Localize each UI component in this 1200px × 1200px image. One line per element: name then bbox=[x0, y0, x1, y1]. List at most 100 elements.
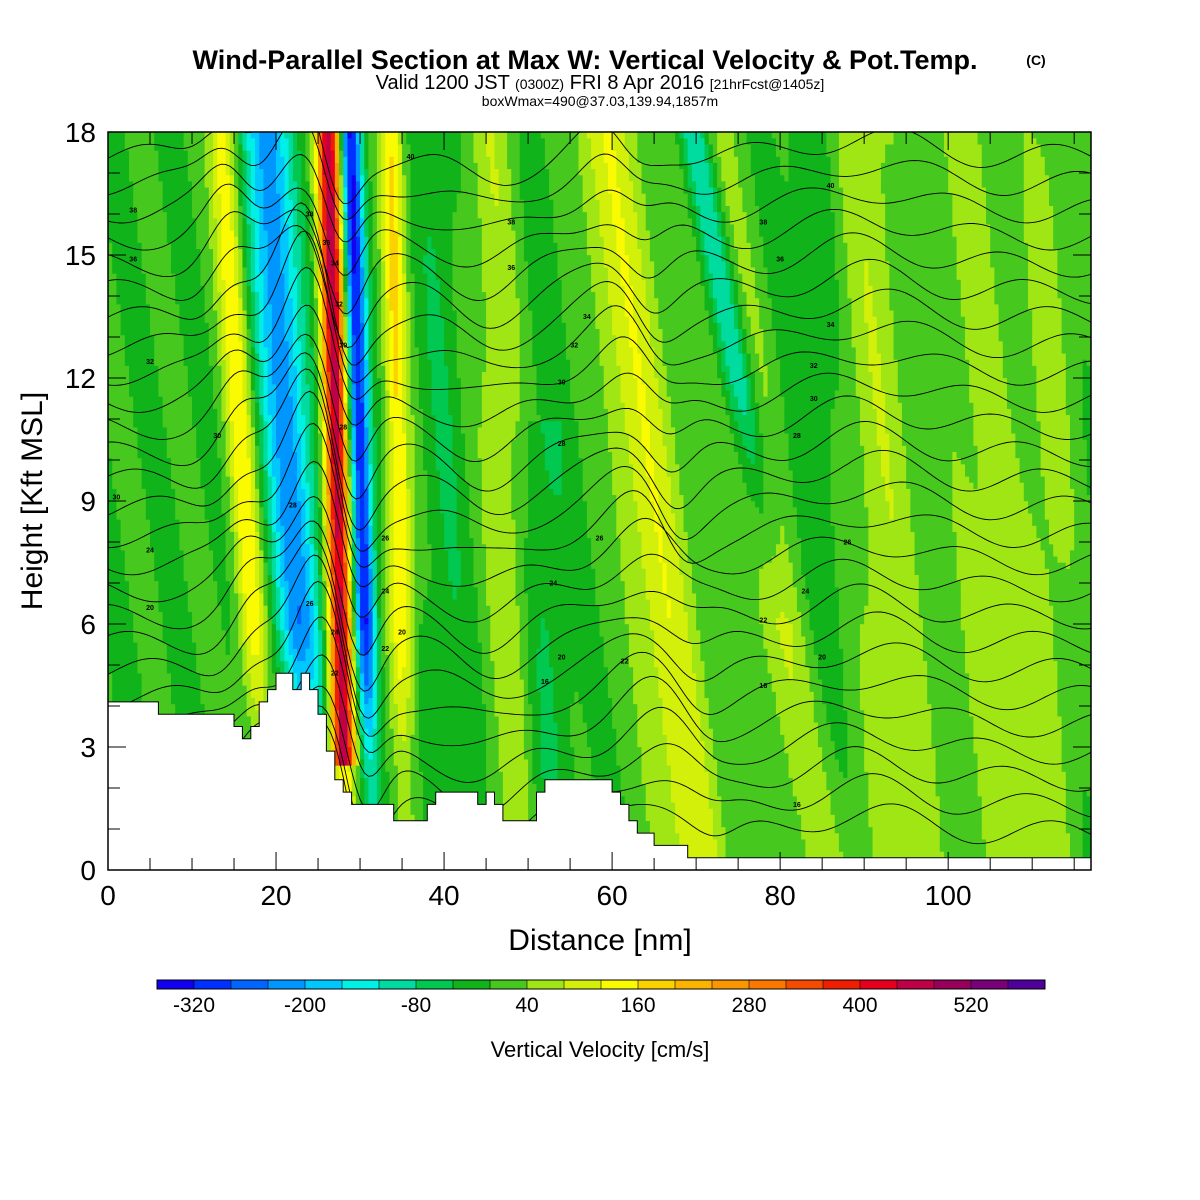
velocity-cell bbox=[557, 752, 575, 760]
velocity-cell bbox=[355, 500, 361, 508]
velocity-cell bbox=[305, 470, 315, 477]
velocity-cell bbox=[200, 697, 248, 705]
velocity-cell bbox=[221, 402, 227, 409]
velocity-cell bbox=[364, 476, 369, 483]
velocity-cell bbox=[763, 494, 794, 502]
velocity-cell bbox=[246, 383, 252, 391]
velocity-cell bbox=[1069, 439, 1088, 446]
velocity-cell bbox=[255, 556, 260, 563]
velocity-cell bbox=[326, 568, 332, 575]
velocity-cell bbox=[952, 506, 1029, 514]
velocity-cell bbox=[112, 457, 143, 465]
velocity-cell bbox=[288, 365, 298, 373]
velocity-cell bbox=[297, 420, 306, 428]
velocity-cell bbox=[343, 488, 348, 496]
velocity-cell bbox=[1086, 488, 1091, 496]
velocity-cell bbox=[120, 537, 151, 545]
velocity-cell bbox=[330, 568, 336, 575]
velocity-cell bbox=[645, 574, 663, 582]
velocity-cell bbox=[502, 814, 529, 821]
velocity-cell bbox=[255, 703, 260, 711]
velocity-cell bbox=[544, 623, 600, 631]
velocity-cell bbox=[355, 691, 361, 698]
velocity-cell bbox=[389, 457, 395, 465]
velocity-cell bbox=[347, 599, 353, 606]
velocity-cell bbox=[355, 476, 361, 483]
velocity-cell bbox=[108, 377, 130, 385]
velocity-cell bbox=[124, 568, 155, 575]
velocity-cell bbox=[221, 377, 227, 385]
velocity-cell bbox=[389, 420, 395, 428]
velocity-cell bbox=[208, 543, 227, 551]
velocity-cell bbox=[830, 470, 865, 477]
velocity-cell bbox=[418, 722, 487, 729]
velocity-cell bbox=[456, 506, 470, 514]
velocity-cell bbox=[414, 414, 424, 422]
velocity-cell bbox=[843, 648, 861, 655]
velocity-cell bbox=[780, 716, 815, 723]
velocity-cell bbox=[969, 396, 1008, 403]
velocity-cell bbox=[372, 359, 378, 366]
velocity-cell bbox=[255, 568, 260, 575]
velocity-cell bbox=[263, 470, 269, 477]
velocity-cell bbox=[234, 420, 248, 428]
velocity-cell bbox=[271, 359, 290, 366]
velocity-cell bbox=[969, 691, 1058, 698]
velocity-cell bbox=[481, 519, 516, 526]
velocity-cell bbox=[259, 568, 264, 575]
velocity-cell bbox=[313, 556, 319, 563]
velocity-cell bbox=[637, 728, 663, 735]
velocity-cell bbox=[276, 599, 281, 606]
velocity-cell bbox=[330, 414, 336, 422]
velocity-cell bbox=[645, 408, 663, 416]
velocity-cell bbox=[649, 476, 655, 483]
velocity-cell bbox=[570, 728, 588, 735]
velocity-cell bbox=[376, 765, 382, 772]
velocity-cell bbox=[645, 414, 663, 422]
velocity-cell bbox=[528, 470, 550, 477]
velocity-cell bbox=[780, 383, 840, 391]
velocity-cell bbox=[536, 390, 571, 397]
velocity-cell bbox=[822, 765, 840, 772]
velocity-cell bbox=[456, 519, 470, 526]
velocity-cell bbox=[246, 427, 252, 434]
velocity-cell bbox=[313, 611, 319, 619]
velocity-cell bbox=[368, 611, 374, 619]
velocity-cell bbox=[624, 617, 651, 625]
velocity-cell bbox=[360, 629, 365, 637]
velocity-cell bbox=[423, 433, 437, 440]
velocity-cell bbox=[116, 513, 147, 520]
velocity-cell bbox=[897, 371, 970, 379]
velocity-cell bbox=[229, 365, 243, 373]
velocity-cell bbox=[528, 463, 546, 471]
velocity-cell bbox=[330, 550, 336, 557]
velocity-cell bbox=[423, 445, 437, 452]
velocity-cell bbox=[553, 703, 571, 711]
velocity-cell bbox=[570, 734, 588, 742]
velocity-cell bbox=[221, 414, 227, 422]
velocity-cell bbox=[519, 629, 529, 637]
velocity-cell bbox=[368, 427, 374, 434]
velocity-cell bbox=[330, 488, 336, 496]
velocity-cell bbox=[410, 802, 424, 809]
velocity-cell bbox=[414, 617, 424, 625]
velocity-cell bbox=[1019, 470, 1041, 477]
velocity-cell bbox=[456, 586, 479, 594]
velocity-cell bbox=[616, 752, 642, 760]
velocity-cell bbox=[1086, 359, 1091, 366]
velocity-cell bbox=[1036, 531, 1050, 539]
velocity-cell bbox=[704, 746, 714, 754]
velocity-cell bbox=[389, 488, 395, 496]
velocity-cell bbox=[351, 500, 357, 508]
velocity-cell bbox=[528, 506, 588, 514]
velocity-cell bbox=[1069, 433, 1083, 440]
velocity-cell bbox=[368, 562, 374, 569]
velocity-cell bbox=[801, 826, 836, 834]
velocity-cell bbox=[343, 605, 348, 612]
velocity-cell bbox=[351, 771, 357, 778]
velocity-cell bbox=[1040, 445, 1071, 452]
velocity-cell bbox=[368, 420, 374, 428]
velocity-cell bbox=[355, 506, 361, 514]
velocity-cell bbox=[532, 703, 542, 711]
velocity-cell bbox=[385, 556, 390, 563]
